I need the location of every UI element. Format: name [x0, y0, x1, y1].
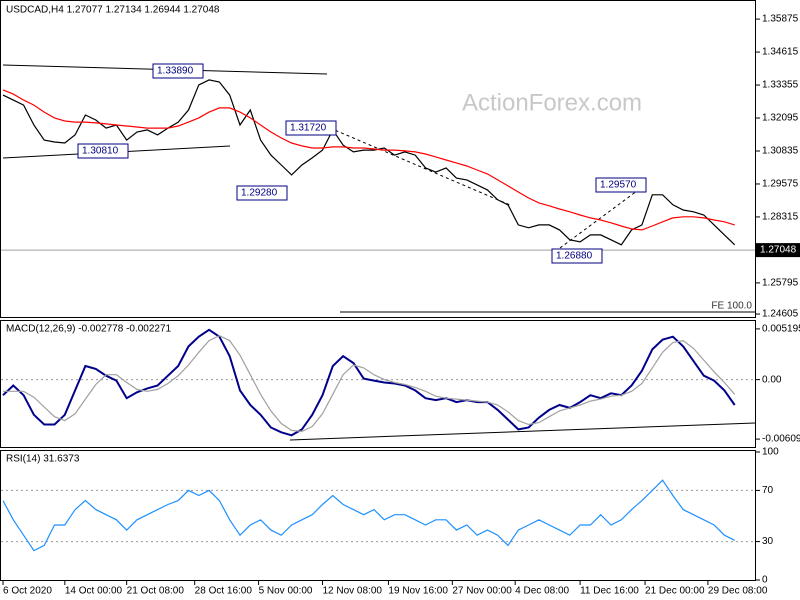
annotation-box: [595, 177, 647, 193]
y-tick-label: 1.24605: [762, 309, 799, 320]
annotation: 1.26880: [556, 251, 593, 262]
x-tick-label: 28 Oct 16:00: [195, 586, 253, 597]
rsi-panel: [0, 450, 756, 581]
y-tick-label: 1.30835: [762, 146, 799, 157]
y-tick-label: -0.006093: [762, 434, 800, 445]
series-line: [2, 79, 736, 246]
y-tick-label: 1.33355: [762, 80, 799, 91]
last-price-box: [756, 243, 800, 258]
trend-line: [329, 127, 511, 206]
x-tick-label: 4 Dec 08:00: [515, 586, 569, 597]
trend-line: [289, 422, 756, 441]
annotation: 1.30810: [82, 146, 119, 157]
annotation-box: [152, 63, 204, 79]
x-tick-label: 12 Nov 08:00: [322, 586, 382, 597]
annotation: 1.29280: [241, 188, 278, 199]
annotation-box: [236, 185, 288, 201]
annotation-box: [551, 248, 603, 264]
x-tick-label: 27 Nov 00:00: [452, 586, 512, 597]
x-tick-label: 29 Dec 08:00: [708, 586, 768, 597]
watermark: ActionForex.com: [462, 89, 642, 116]
annotation: 1.33890: [157, 66, 194, 77]
series-line: [3, 335, 736, 433]
y-tick-label: 30: [762, 536, 774, 547]
annotation: 1.31720: [290, 123, 327, 134]
x-tick-label: 5 Nov 00:00: [259, 586, 313, 597]
series-line: [2, 89, 735, 231]
price-panel: [0, 0, 756, 318]
panel-title: USDCAD,H4 1.27077 1.27134 1.26944 1.2704…: [6, 5, 220, 16]
x-tick-label: 21 Oct 08:00: [127, 586, 185, 597]
series-line: [2, 479, 735, 552]
y-tick-label: 1.32095: [762, 113, 799, 124]
x-tick-label: 11 Dec 16:00: [580, 586, 639, 597]
y-tick-label: 1.25795: [762, 278, 799, 289]
annotation: 1.29570: [600, 180, 637, 191]
annotation: FE 100.0: [711, 301, 752, 312]
y-tick-label: 0.00: [762, 374, 782, 385]
last-price-label: 1.27048: [760, 245, 797, 256]
y-tick-label: 1.34615: [762, 47, 799, 58]
y-tick-label: 1.29575: [762, 179, 799, 190]
annotation-box: [285, 120, 337, 136]
x-tick-label: 19 Nov 16:00: [388, 586, 448, 597]
y-tick-label: 0: [762, 575, 768, 586]
series-line: [2, 328, 736, 437]
x-tick-label: 21 Dec 00:00: [645, 586, 705, 597]
panel-title: MACD(12,26,9) -0.002778 -0.002271: [6, 324, 172, 335]
y-tick-label: 0.005195: [762, 324, 800, 335]
y-tick-label: 1.35875: [762, 14, 799, 25]
macd-panel: [0, 320, 756, 448]
y-tick-label: 1.28315: [762, 212, 799, 223]
panel-title: RSI(14) 31.6373: [6, 454, 80, 465]
annotation-box: [77, 143, 129, 159]
y-tick-label: 70: [762, 485, 774, 496]
y-tick-label: 100: [762, 447, 779, 458]
x-tick-label: 14 Oct 00:00: [65, 586, 123, 597]
x-tick-label: 6 Oct 2020: [3, 586, 52, 597]
